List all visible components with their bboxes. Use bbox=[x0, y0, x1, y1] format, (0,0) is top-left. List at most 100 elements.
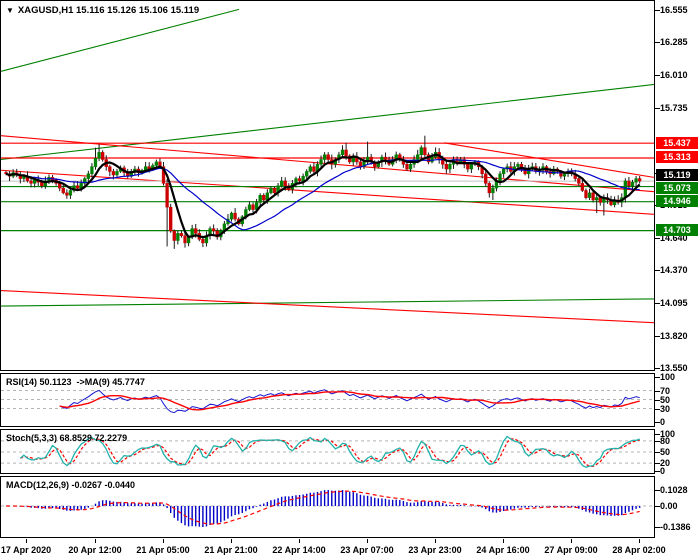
bull-candle bbox=[83, 178, 87, 184]
rsi-axis-label: 50 bbox=[660, 395, 671, 405]
bull-candle bbox=[498, 173, 502, 182]
rsi-line bbox=[59, 389, 640, 414]
bear-candle bbox=[108, 166, 112, 172]
price-axis-label: 14.640 bbox=[660, 233, 688, 243]
macd-axis-tick bbox=[655, 527, 660, 528]
main-price-plot[interactable] bbox=[1, 1, 654, 370]
price-axis-label: 14.370 bbox=[660, 265, 688, 275]
bull-candle bbox=[269, 187, 273, 194]
bear-candle bbox=[262, 195, 266, 201]
bull-candle bbox=[154, 161, 159, 166]
bull-candle bbox=[308, 166, 312, 172]
bear-candle bbox=[251, 204, 255, 210]
bull-candle bbox=[176, 233, 180, 241]
main-chart-panel[interactable] bbox=[0, 0, 655, 371]
fast-ma-line bbox=[5, 153, 641, 239]
bull-candle bbox=[247, 204, 252, 210]
bull-candle bbox=[90, 166, 94, 175]
macd-plot[interactable] bbox=[1, 477, 654, 537]
stoch-axis-tick bbox=[655, 434, 660, 435]
stoch-axis-label: 0 bbox=[660, 466, 666, 476]
bear-candle bbox=[598, 197, 602, 203]
slow-ma-line bbox=[5, 158, 640, 231]
price-level-badge: 14.946 bbox=[656, 195, 698, 208]
trendline-uptrend-slow bbox=[1, 83, 654, 161]
time-axis-label: 28 Apr 02:00 bbox=[612, 545, 666, 555]
bear-candle bbox=[487, 183, 491, 194]
symbol-dropdown-triangle-icon[interactable]: ▼ bbox=[6, 6, 14, 15]
rsi-axis-label: 0 bbox=[660, 417, 666, 427]
rsi-panel[interactable]: RSI(14) 50.1123 ->MA(9) 45.7747 bbox=[0, 373, 655, 427]
bear-candle bbox=[165, 183, 169, 208]
time-axis-label: 20 Apr 12:00 bbox=[68, 545, 122, 555]
stochastic-panel[interactable]: Stoch(5,3,3) 68.8529 72.2279 bbox=[0, 429, 655, 474]
price-axis-tick bbox=[655, 238, 660, 239]
price-axis-label: 16.555 bbox=[660, 5, 688, 15]
time-axis-label: 21 Apr 21:00 bbox=[204, 545, 258, 555]
stochastic-plot[interactable] bbox=[1, 430, 654, 473]
price-axis-tick bbox=[655, 108, 660, 109]
bear-candle bbox=[194, 228, 198, 234]
bear-candle bbox=[591, 192, 595, 201]
bull-candle bbox=[634, 178, 638, 183]
stoch-axis-label: 100 bbox=[660, 429, 676, 439]
bear-candle bbox=[519, 164, 524, 170]
current-price-badge: 15.119 bbox=[656, 169, 698, 182]
stoch-axis-tick bbox=[655, 463, 660, 464]
rsi-axis-label: 100 bbox=[660, 372, 676, 382]
bull-candle bbox=[408, 164, 413, 170]
price-axis-label: 16.285 bbox=[660, 37, 688, 47]
bull-candle bbox=[491, 187, 495, 194]
time-axis-tick bbox=[231, 539, 232, 543]
stoch-axis-tick bbox=[655, 471, 660, 472]
bear-candle bbox=[312, 166, 316, 172]
bull-candle bbox=[469, 164, 474, 170]
macd-axis-label: 0.00 bbox=[660, 501, 678, 511]
rsi-label: RSI(14) 50.1123 ->MA(9) 45.7747 bbox=[6, 377, 145, 387]
bear-candle bbox=[75, 185, 80, 189]
bear-candle bbox=[101, 152, 105, 160]
bull-candle bbox=[630, 181, 635, 186]
bear-candle bbox=[61, 187, 65, 194]
macd-signal-line bbox=[6, 490, 640, 525]
price-axis-tick bbox=[655, 42, 660, 43]
time-axis-tick bbox=[571, 539, 572, 543]
bear-candle bbox=[297, 178, 302, 182]
bear-candle bbox=[215, 230, 219, 238]
time-axis-tick bbox=[163, 539, 164, 543]
bear-candle bbox=[484, 173, 488, 184]
price-axis-label: 13.820 bbox=[660, 331, 688, 341]
bear-candle bbox=[383, 156, 388, 160]
bear-candle bbox=[58, 183, 62, 189]
bull-candle bbox=[322, 154, 327, 160]
price-level-badge: 15.313 bbox=[656, 151, 698, 164]
price-axis-tick bbox=[655, 336, 660, 337]
bear-candle bbox=[29, 180, 33, 184]
rsi-ma-line bbox=[59, 391, 640, 411]
time-axis-label: 22 Apr 14:00 bbox=[272, 545, 326, 555]
bear-candle bbox=[627, 180, 631, 186]
bear-candle bbox=[65, 192, 69, 196]
price-axis-label: 16.010 bbox=[660, 70, 688, 80]
stoch-axis-tick bbox=[655, 452, 660, 453]
bull-candle bbox=[258, 195, 262, 203]
bear-candle bbox=[462, 159, 466, 165]
price-axis-label: 13.550 bbox=[660, 363, 688, 373]
bear-candle bbox=[283, 180, 287, 186]
rsi-axis-tick bbox=[655, 400, 660, 401]
macd-axis-label: 0.1028 bbox=[660, 485, 688, 495]
trendline-wedge-upper bbox=[443, 142, 654, 178]
stoch-axis-tick bbox=[655, 441, 660, 442]
bear-candle bbox=[172, 230, 176, 241]
bull-candle bbox=[280, 180, 284, 186]
trendline-support-rising-low bbox=[1, 298, 654, 307]
macd-panel[interactable]: MACD(12,26,9) -0.0267 -0.0440 bbox=[0, 476, 655, 538]
stoch-signal-line bbox=[20, 438, 640, 468]
rsi-axis-tick bbox=[655, 391, 660, 392]
time-axis-tick bbox=[367, 539, 368, 543]
price-axis-tick bbox=[655, 10, 660, 11]
rsi-plot[interactable] bbox=[1, 374, 654, 426]
bull-candle bbox=[501, 168, 506, 175]
bull-candle bbox=[430, 156, 434, 163]
time-axis-tick bbox=[639, 539, 640, 543]
